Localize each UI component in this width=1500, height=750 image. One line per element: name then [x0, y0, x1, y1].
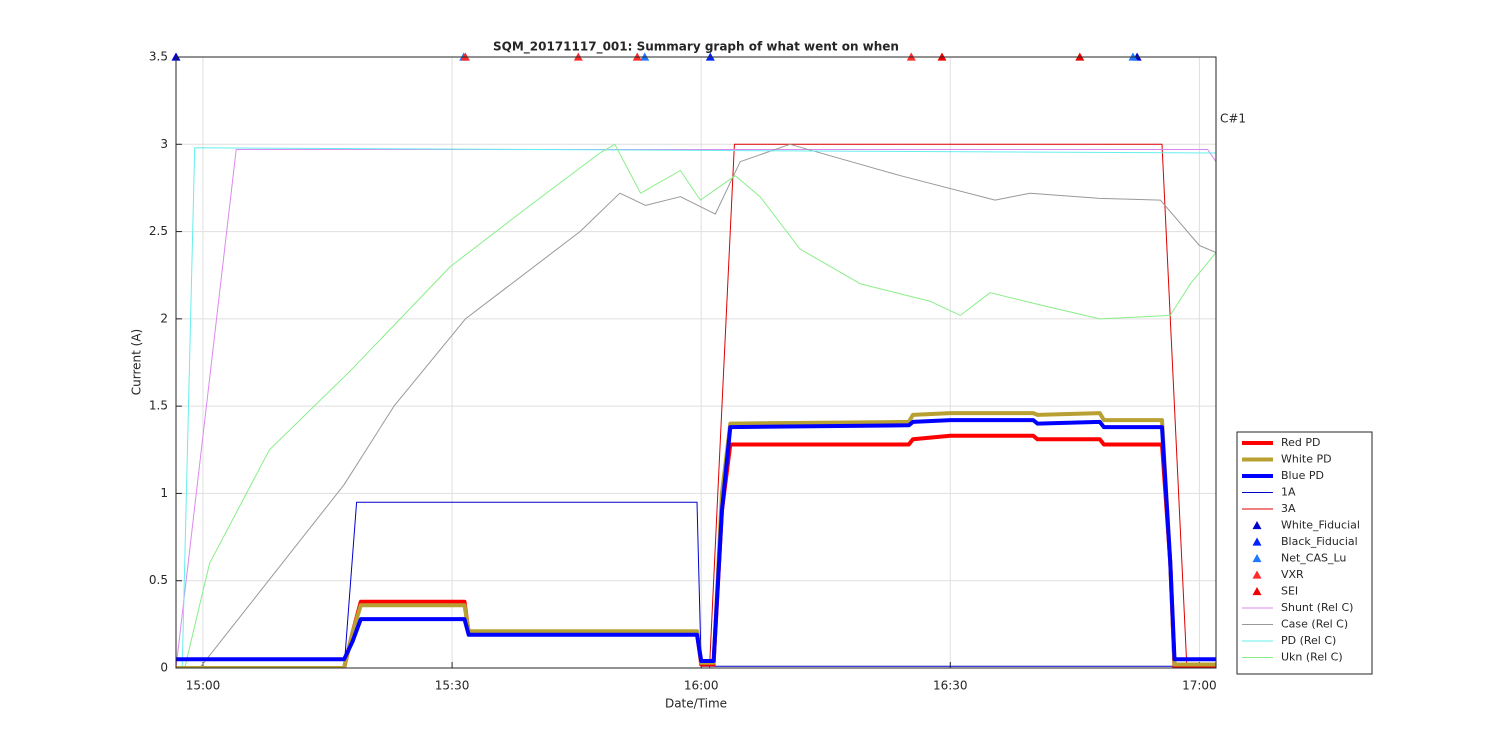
series-line [176, 149, 1216, 668]
y-tick-label: 1.5 [149, 399, 168, 413]
legend-marker [1252, 537, 1262, 546]
series-line [176, 433, 1216, 668]
y-axis-label: Current (A) [130, 329, 144, 395]
legend-label: White_Fiducial [1281, 519, 1360, 532]
legend-label: Black_Fiducial [1281, 535, 1358, 548]
y-tick-label: 0.5 [149, 573, 168, 587]
y-tick-label: 3 [160, 137, 168, 151]
legend-label: Shunt (Rel C) [1281, 601, 1353, 614]
legend-marker [1252, 570, 1262, 579]
legend-marker [1252, 587, 1262, 596]
legend-label: Red PD [1281, 436, 1321, 449]
legend-label: Ukn (Rel C) [1281, 651, 1343, 664]
legend-label: VXR [1281, 568, 1304, 581]
y-tick-label: 0 [160, 661, 168, 675]
axes-box [175, 56, 1217, 669]
series-line [176, 501, 1216, 668]
legend-marker [1252, 521, 1262, 530]
legend-box [1236, 431, 1373, 675]
y-tick-label: 1 [160, 486, 168, 500]
plot-area [176, 57, 1216, 668]
legend-label: 3A [1281, 502, 1296, 515]
series-line [176, 411, 1216, 668]
y-tick-label: 2 [160, 311, 168, 325]
annotation: C#1 [1220, 112, 1246, 126]
x-tick-label: 15:30 [435, 679, 470, 693]
legend-label: Case (Rel C) [1281, 618, 1348, 631]
series-line [176, 418, 1216, 663]
y-tick-label: 3.5 [149, 50, 168, 64]
x-tick-label: 17:00 [1182, 679, 1217, 693]
legend-marker [1252, 554, 1262, 563]
legend-label: PD (Rel C) [1281, 634, 1336, 647]
legend-label: 1A [1281, 486, 1296, 499]
legend-label: SEI [1281, 585, 1298, 598]
x-tick-label: 15:00 [186, 679, 221, 693]
x-tick-label: 16:30 [933, 679, 968, 693]
legend-label: White PD [1281, 453, 1332, 466]
series-line [176, 143, 1216, 668]
y-tick-label: 2.5 [149, 224, 168, 238]
series-line [176, 147, 1216, 668]
series-line [176, 143, 1216, 668]
legend-label: Net_CAS_Lu [1281, 552, 1346, 565]
legend-label: Blue PD [1281, 469, 1324, 482]
chart-title: SQM_20171117_001: Summary graph of what … [493, 40, 899, 55]
series-line [176, 143, 1216, 668]
x-tick-label: 16:00 [684, 679, 719, 693]
x-axis-label: Date/Time [665, 697, 727, 711]
